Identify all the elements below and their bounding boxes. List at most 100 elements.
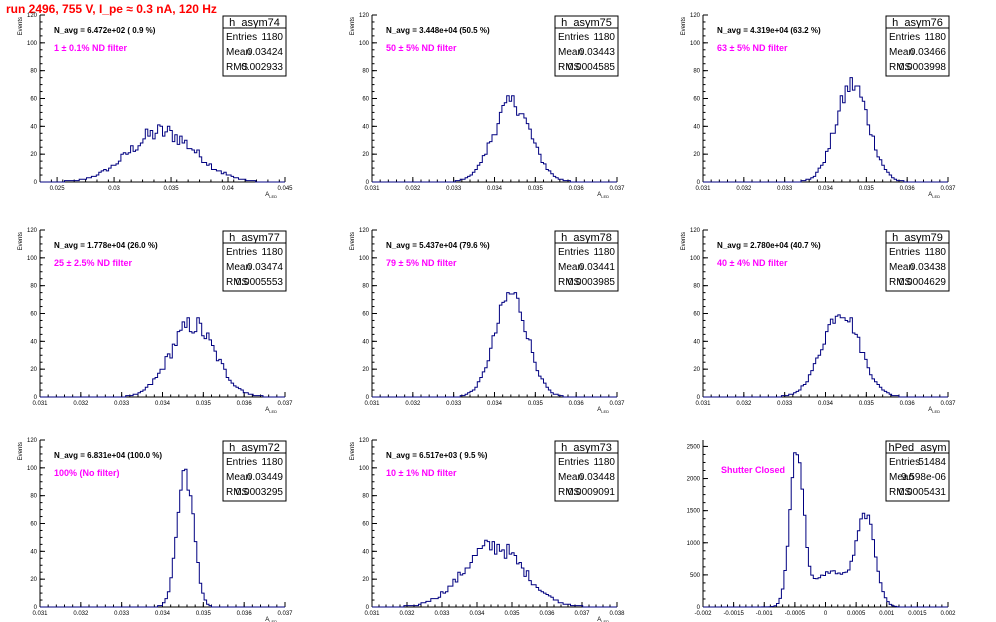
x-tick-label: 0.032 bbox=[73, 401, 89, 407]
x-axis-title: ALED bbox=[265, 407, 277, 414]
filter-label: Shutter Closed bbox=[721, 465, 785, 475]
x-tick-label: 0.038 bbox=[609, 611, 625, 617]
histogram-steps bbox=[372, 292, 617, 398]
x-tick-label: -0.002 bbox=[694, 611, 712, 617]
x-tick-label: 0.033 bbox=[114, 401, 130, 407]
y-tick-label: 100 bbox=[27, 256, 38, 262]
y-tick-label: 80 bbox=[362, 494, 369, 500]
stats-title: h_asym74 bbox=[229, 17, 280, 29]
x-tick-label: 0.037 bbox=[940, 186, 956, 192]
x-tick-label: 0.0015 bbox=[908, 611, 927, 617]
y-tick-label: 100 bbox=[359, 466, 370, 472]
navg-label: N_avg = 2.780e+04 (40.7 %) bbox=[717, 241, 821, 250]
stats-value: 0.0005431 bbox=[899, 487, 947, 498]
y-tick-label: 120 bbox=[359, 13, 370, 19]
x-axis-title: ALED bbox=[597, 192, 609, 199]
stats-value: 0.03438 bbox=[910, 262, 947, 273]
x-tick-label: 0.035 bbox=[196, 401, 212, 407]
x-tick-label: 0.031 bbox=[695, 186, 711, 192]
stats-value: 0.0005553 bbox=[236, 277, 284, 288]
y-tick-label: 20 bbox=[30, 152, 37, 158]
histogram-steps bbox=[372, 95, 617, 183]
x-tick-label: 0.031 bbox=[364, 611, 380, 617]
y-axis-title: Events bbox=[681, 232, 687, 250]
y-tick-label: 60 bbox=[362, 312, 369, 318]
y-tick-label: 40 bbox=[30, 124, 37, 130]
histogram-panel: 0 20 40 60 80 100 120 0.031 0.032 0.033 0.034 0.035… bbox=[681, 228, 956, 414]
x-tick-label: 0.0005 bbox=[847, 611, 866, 617]
histogram-steps bbox=[372, 539, 617, 608]
y-tick-label: 60 bbox=[30, 312, 37, 318]
x-tick-label: 0.034 bbox=[469, 611, 485, 617]
y-tick-label: 0 bbox=[697, 180, 701, 186]
x-tick-label: 0.04 bbox=[222, 186, 234, 192]
stats-key: Entries bbox=[889, 457, 920, 468]
stats-value: 0.0003985 bbox=[568, 277, 616, 288]
x-tick-label: 0 bbox=[824, 611, 828, 617]
y-tick-label: 40 bbox=[693, 339, 700, 345]
stats-value: 0.03449 bbox=[247, 472, 284, 483]
y-tick-label: 80 bbox=[693, 69, 700, 75]
y-tick-label: 120 bbox=[690, 13, 701, 19]
x-tick-label: 0.032 bbox=[405, 186, 421, 192]
histogram-steps bbox=[40, 124, 285, 183]
y-tick-label: 0 bbox=[697, 605, 701, 611]
y-axis-title: Events bbox=[681, 17, 687, 35]
y-axis-title: Events bbox=[350, 17, 356, 35]
stats-value: 0.03448 bbox=[579, 472, 616, 483]
stats-box bbox=[554, 242, 619, 292]
stats-key: Entries bbox=[889, 247, 920, 258]
y-tick-label: 80 bbox=[30, 69, 37, 75]
histogram-panel: 0 20 40 60 80 100 120 0.025 0.03 0.035 0.04 0.045 Ev… bbox=[18, 13, 293, 199]
x-tick-label: 0.037 bbox=[574, 611, 590, 617]
x-tick-label: 0.001 bbox=[879, 611, 895, 617]
x-axis-title: ALED bbox=[597, 407, 609, 414]
x-tick-label: 0.031 bbox=[32, 611, 48, 617]
stats-box bbox=[554, 27, 619, 77]
x-tick-label: 0.032 bbox=[736, 401, 752, 407]
y-tick-label: 20 bbox=[30, 367, 37, 373]
y-tick-label: 2000 bbox=[687, 477, 701, 483]
y-tick-label: 1500 bbox=[687, 509, 701, 515]
stats-value: 1180 bbox=[261, 457, 283, 468]
x-tick-label: 0.036 bbox=[237, 401, 253, 407]
filter-label: 40 ± 4% ND filter bbox=[717, 258, 788, 268]
histogram-steps bbox=[703, 77, 948, 183]
stats-value: 1180 bbox=[924, 247, 946, 258]
y-tick-label: 60 bbox=[30, 522, 37, 528]
x-tick-label: 0.037 bbox=[609, 401, 625, 407]
navg-label: N_avg = 3.448e+04 (50.5 %) bbox=[386, 26, 490, 35]
y-tick-label: 60 bbox=[362, 97, 369, 103]
x-axis-title: ALED bbox=[265, 192, 277, 199]
x-tick-label: 0.033 bbox=[114, 611, 130, 617]
x-tick-label: 0.033 bbox=[446, 401, 462, 407]
x-tick-label: 0.032 bbox=[399, 611, 415, 617]
y-tick-label: 60 bbox=[30, 97, 37, 103]
x-tick-label: 0.032 bbox=[73, 611, 89, 617]
y-tick-label: 60 bbox=[693, 97, 700, 103]
y-tick-label: 80 bbox=[362, 69, 369, 75]
histogram-steps bbox=[40, 317, 285, 398]
x-tick-label: 0.034 bbox=[155, 611, 171, 617]
navg-label: N_avg = 5.437e+04 (79.6 %) bbox=[386, 241, 490, 250]
x-tick-label: 0.036 bbox=[539, 611, 555, 617]
stats-key: Mean bbox=[226, 47, 251, 58]
y-tick-label: 100 bbox=[690, 256, 701, 262]
stats-value: 0.002933 bbox=[241, 62, 283, 73]
stats-key: Mean bbox=[226, 472, 251, 483]
stats-key: Mean bbox=[558, 47, 583, 58]
y-tick-label: 0 bbox=[366, 180, 370, 186]
x-tick-label: 0.037 bbox=[940, 401, 956, 407]
y-tick-label: 120 bbox=[359, 438, 370, 444]
stats-key: Mean bbox=[226, 262, 251, 273]
stats-key: Entries bbox=[558, 247, 589, 258]
y-tick-label: 20 bbox=[693, 152, 700, 158]
x-axis-title: ALED bbox=[597, 617, 609, 622]
y-tick-label: 0 bbox=[697, 395, 701, 401]
y-tick-label: 0 bbox=[366, 605, 370, 611]
stats-key: Entries bbox=[226, 32, 257, 43]
x-tick-label: 0.025 bbox=[50, 186, 66, 192]
y-tick-label: 120 bbox=[27, 13, 38, 19]
navg-label: N_avg = 1.778e+04 (26.0 %) bbox=[54, 241, 158, 250]
filter-label: 79 ± 5% ND filter bbox=[386, 258, 457, 268]
